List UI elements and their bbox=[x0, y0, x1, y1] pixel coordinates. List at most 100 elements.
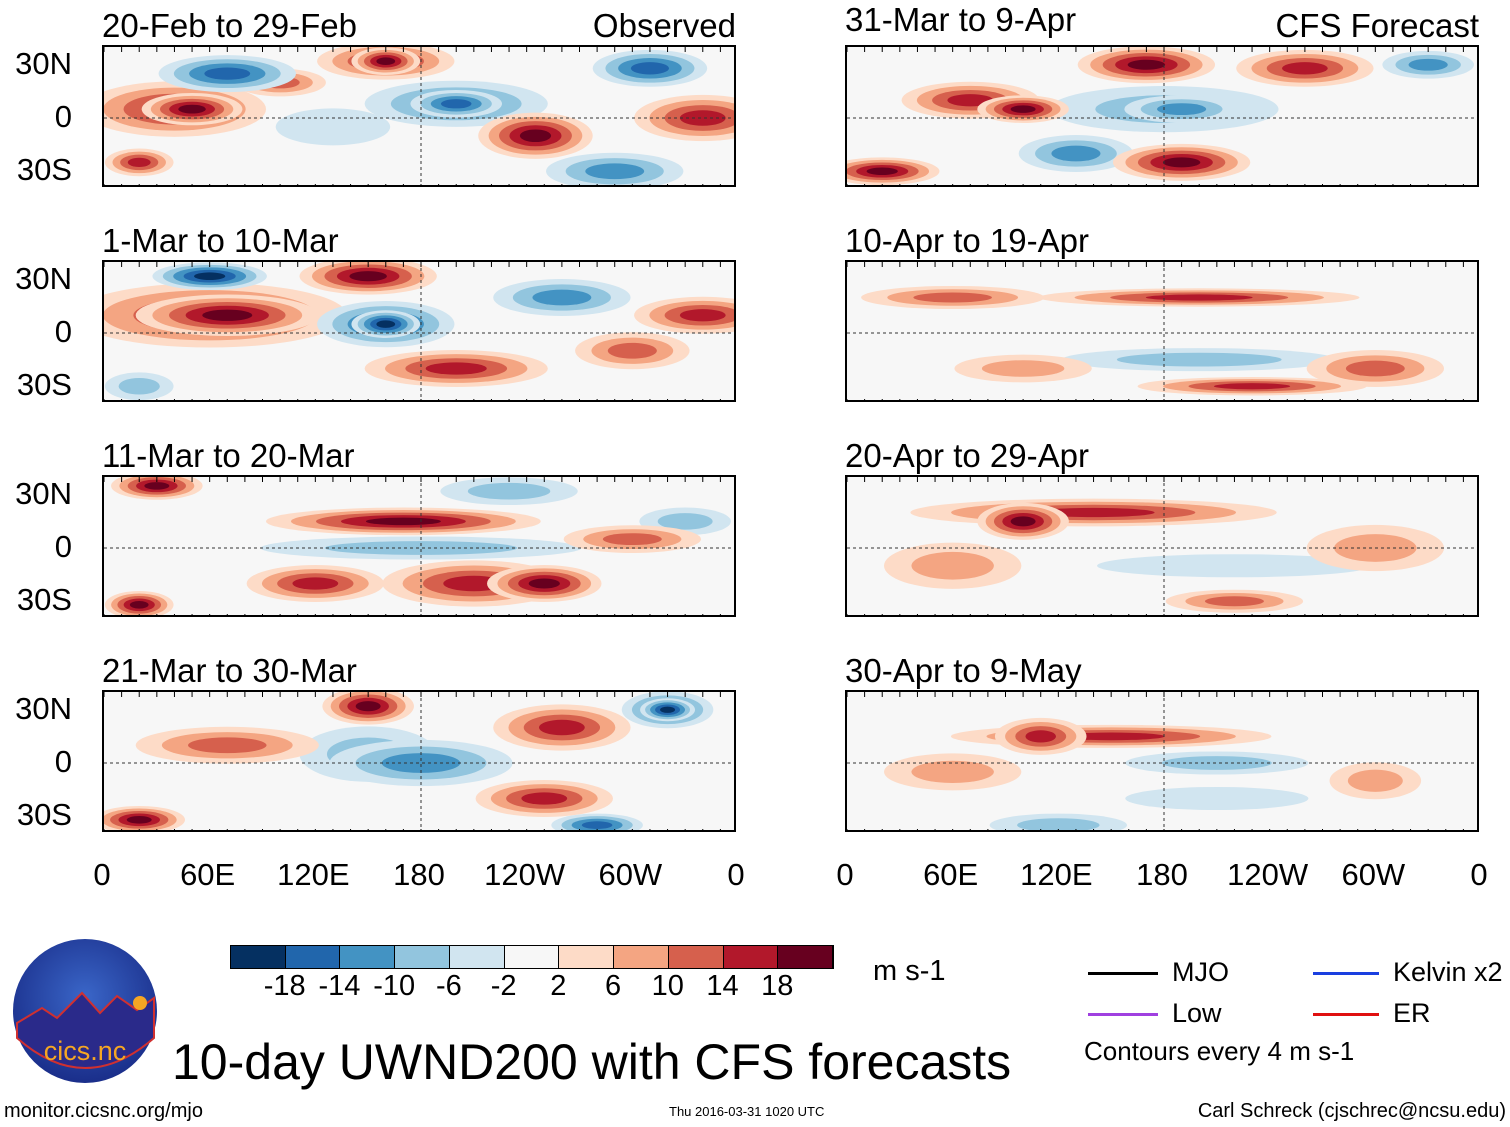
wind-anomaly-contour bbox=[1127, 59, 1166, 70]
lon-tick-label: 60W bbox=[1341, 857, 1406, 892]
panel-date-range: 20-Apr to 29-Apr bbox=[845, 437, 1089, 474]
legend-label: MJO bbox=[1172, 957, 1229, 987]
uwnd-map-panel bbox=[102, 45, 736, 187]
legend-low: Low bbox=[1088, 998, 1222, 1029]
lat-tick-label: 30S bbox=[16, 152, 72, 187]
colorbar-swatch bbox=[778, 946, 834, 968]
wind-anomaly-contour bbox=[519, 129, 552, 143]
wind-anomaly-contour bbox=[1157, 103, 1207, 116]
lon-tick-label: 0 bbox=[1470, 857, 1488, 892]
wind-anomaly-contour bbox=[355, 701, 381, 712]
uwnd-map-panel bbox=[102, 690, 736, 832]
wind-anomaly-contour bbox=[630, 62, 670, 75]
colorbar-swatch bbox=[285, 946, 341, 968]
uwnd-map-panel bbox=[845, 475, 1479, 617]
wind-anomaly-contour bbox=[1347, 769, 1403, 792]
wind-anomaly-contour bbox=[602, 533, 662, 546]
legend-line bbox=[1313, 1013, 1379, 1017]
wind-anomaly-contour bbox=[178, 104, 206, 114]
lat-tick-label: 30S bbox=[16, 367, 72, 402]
wind-anomaly-contour bbox=[194, 272, 226, 280]
lat-tick-label: 30N bbox=[15, 46, 72, 81]
legend-label: Kelvin x2 bbox=[1393, 957, 1503, 987]
wind-anomaly-contour bbox=[913, 292, 992, 303]
colorbar-label: -6 bbox=[436, 970, 462, 1002]
colorbar-label: 6 bbox=[605, 970, 622, 1002]
colorbar-label: -18 bbox=[263, 970, 306, 1002]
wind-anomaly-contour bbox=[376, 320, 396, 328]
wind-anomaly-contour bbox=[1408, 58, 1448, 71]
colorbar-label: 14 bbox=[706, 970, 739, 1002]
colorbar-swatch bbox=[449, 946, 505, 968]
wind-anomaly-contour bbox=[1213, 383, 1291, 390]
wind-anomaly-contour bbox=[585, 163, 645, 180]
legend-line bbox=[1088, 1013, 1158, 1017]
wind-anomaly-contour bbox=[126, 816, 152, 824]
uwnd-map-panel bbox=[102, 475, 736, 617]
wind-anomaly-contour bbox=[657, 513, 713, 530]
lat-tick-label: 0 bbox=[54, 744, 72, 779]
wind-anomaly-contour bbox=[911, 760, 994, 783]
colorbar-swatch bbox=[504, 946, 560, 968]
wind-anomaly-contour bbox=[202, 309, 253, 321]
colorbar-units: m s-1 bbox=[873, 955, 946, 987]
colorbar-label: 18 bbox=[761, 970, 794, 1002]
lat-tick-label: 30S bbox=[16, 582, 72, 617]
uwnd-map-panel bbox=[845, 260, 1479, 402]
panel-date-range: 31-Mar to 9-Apr bbox=[845, 1, 1077, 38]
wind-anomaly-contour bbox=[911, 551, 994, 580]
wind-anomaly-contour bbox=[538, 719, 585, 736]
wind-anomaly-contour bbox=[349, 271, 387, 282]
wind-anomaly-contour bbox=[1345, 360, 1405, 377]
lon-tick-label: 120E bbox=[277, 857, 350, 892]
lat-tick-label: 30N bbox=[15, 476, 72, 511]
panel-source-tag: CFS Forecast bbox=[1275, 7, 1479, 44]
wind-anomaly-contour bbox=[129, 601, 149, 609]
colorbar-swatch bbox=[668, 946, 724, 968]
wind-anomaly-contour bbox=[521, 792, 568, 805]
colorbar-label: 2 bbox=[550, 970, 567, 1002]
wind-anomaly-contour bbox=[127, 157, 151, 167]
wind-anomaly-contour bbox=[607, 342, 657, 359]
wind-anomaly-contour bbox=[204, 67, 251, 80]
wind-anomaly-contour bbox=[1162, 157, 1201, 168]
lat-tick-label: 30N bbox=[15, 691, 72, 726]
wind-anomaly-contour bbox=[1116, 352, 1282, 367]
panel-date-range: 20-Feb to 29-Feb bbox=[102, 7, 357, 44]
lon-tick-label: 0 bbox=[836, 857, 854, 892]
colorbar-swatch bbox=[614, 946, 669, 968]
wind-anomaly-contour bbox=[532, 289, 592, 306]
lat-tick-label: 0 bbox=[54, 314, 72, 349]
wind-anomaly-contour bbox=[467, 482, 551, 500]
wind-anomaly-contour bbox=[1281, 62, 1328, 75]
wind-anomaly-contour bbox=[275, 108, 391, 146]
wind-anomaly-contour bbox=[440, 99, 472, 109]
colorbar-label: -10 bbox=[373, 970, 416, 1002]
wind-anomaly-contour bbox=[1205, 596, 1264, 607]
colorbar-label: 10 bbox=[651, 970, 684, 1002]
wind-anomaly-contour bbox=[1097, 554, 1372, 578]
wind-anomaly-contour bbox=[381, 753, 461, 773]
legend-kelvin: Kelvin x2 bbox=[1313, 957, 1503, 988]
lat-tick-label: 0 bbox=[54, 99, 72, 134]
lon-tick-label: 120E bbox=[1020, 857, 1093, 892]
legend-label: ER bbox=[1393, 998, 1431, 1028]
wind-anomaly-contour bbox=[528, 578, 560, 589]
colorbar-swatch bbox=[559, 946, 615, 968]
wind-anomaly-contour bbox=[1017, 818, 1100, 830]
svg-text:cics.nc: cics.nc bbox=[44, 1036, 127, 1066]
uwnd-map-panel bbox=[102, 260, 736, 402]
colorbar-label: -14 bbox=[318, 970, 361, 1002]
wind-anomaly-contour bbox=[1145, 294, 1253, 301]
figure-title: 10-day UWND200 with CFS forecasts bbox=[172, 1034, 1012, 1090]
lon-tick-label: 0 bbox=[93, 857, 111, 892]
wind-anomaly-contour bbox=[425, 362, 487, 375]
legend-line bbox=[1088, 972, 1158, 976]
wind-anomaly-contour bbox=[679, 110, 726, 126]
lon-tick-label: 180 bbox=[393, 857, 445, 892]
uwnd-map-panel bbox=[845, 690, 1479, 832]
panel-date-range: 11-Mar to 20-Mar bbox=[102, 437, 355, 474]
lon-tick-label: 120W bbox=[1227, 857, 1309, 892]
footer-url[interactable]: monitor.cicsnc.org/mjo bbox=[4, 1100, 203, 1122]
cics-logo: cics.nc bbox=[13, 939, 157, 1083]
